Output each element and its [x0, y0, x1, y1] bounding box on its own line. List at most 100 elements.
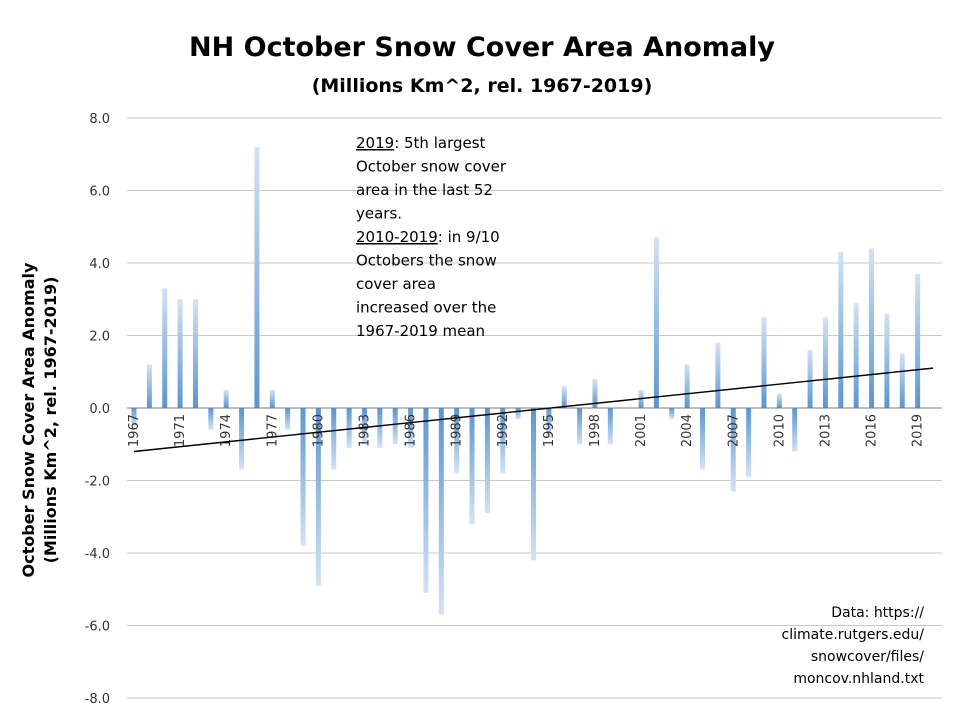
annotation-text: Octobers the snow — [356, 252, 497, 270]
annotation-text: 1967-2019 mean — [356, 322, 485, 340]
bar-1983 — [377, 408, 383, 448]
source-line: moncov.nhland.txt — [793, 671, 924, 687]
bar-1989 — [469, 408, 475, 524]
bar-1994 — [546, 408, 552, 437]
y-tick-label: 8.0 — [89, 112, 110, 127]
x-tick-label: 1995 — [542, 414, 557, 447]
y-tick-label: 2.0 — [89, 330, 110, 345]
bar-2015 — [869, 248, 875, 408]
annotation-note: 2019: 5th largest October snow cover area … — [356, 134, 507, 340]
bar-1995 — [561, 386, 567, 408]
bar-1971 — [192, 299, 198, 408]
annotation-line: years. — [356, 205, 402, 223]
bar-1972 — [208, 408, 214, 430]
annotation-text: 2019 — [356, 134, 394, 152]
bar-2002 — [669, 408, 675, 419]
y-tick-label: -6.0 — [85, 620, 110, 635]
bar-1990 — [484, 408, 490, 514]
x-tick-label: 2007 — [726, 414, 741, 447]
annotation-text: cover area — [356, 275, 436, 293]
annotation-text: increased over the — [356, 299, 496, 317]
x-tick-label: 1974 — [219, 414, 234, 447]
bar-1987 — [438, 408, 444, 615]
source-line: climate.rutgers.edu/ — [782, 627, 925, 643]
bar-1982 — [361, 408, 367, 445]
x-tick-label: 2004 — [680, 414, 695, 447]
annotation-line: October snow cover — [356, 158, 507, 176]
bar-1974 — [239, 408, 245, 470]
bar-2010 — [792, 408, 798, 452]
annotation-text: 2010-2019 — [356, 228, 438, 246]
bar-2004 — [700, 408, 706, 470]
bar-1978 — [300, 408, 306, 546]
y-tick-label: -4.0 — [85, 547, 110, 562]
bar-1986 — [423, 408, 429, 593]
x-tick-label: 1967 — [127, 414, 142, 447]
annotation-line: Octobers the snow — [356, 252, 497, 270]
bar-1981 — [346, 408, 352, 448]
x-tick-label: 1971 — [173, 414, 188, 447]
bar-1975 — [254, 147, 260, 408]
bar-series — [131, 147, 936, 615]
x-tick-label: 1983 — [357, 414, 372, 447]
bar-2006 — [730, 408, 736, 492]
bar-1992 — [515, 408, 521, 419]
bar-2009 — [776, 393, 782, 408]
bar-1977 — [285, 408, 291, 430]
bar-2016 — [884, 313, 890, 408]
bar-1967 — [131, 408, 137, 427]
bar-1969 — [162, 288, 168, 408]
y-tick-label: -8.0 — [85, 692, 110, 707]
bar-2012 — [822, 317, 828, 408]
bar-2005 — [715, 342, 721, 408]
bar-1998 — [607, 408, 613, 445]
x-tick-label: 1980 — [311, 414, 326, 447]
x-tick-label: 1977 — [265, 414, 280, 447]
bar-1979 — [315, 408, 321, 586]
annotation-line: 2019: 5th largest — [356, 134, 486, 152]
bar-1997 — [592, 379, 598, 408]
x-tick-label: 2010 — [772, 414, 787, 447]
x-tick-label: 2016 — [865, 414, 880, 447]
trend-line — [133, 367, 934, 453]
annotation-text: : in 9/10 — [438, 228, 500, 246]
chart-subtitle: (Millions Km^2, rel. 1967-2019) — [312, 75, 653, 97]
annotation-text: : 5th largest — [394, 134, 485, 152]
bar-2018 — [915, 273, 921, 408]
chart-title: NH October Snow Cover Area Anomaly — [189, 32, 775, 63]
y-axis-label-line1: October Snow Cover Area Anomaly — [19, 262, 38, 577]
annotation-line: 1967-2019 mean — [356, 322, 485, 340]
y-tick-label: 6.0 — [89, 185, 110, 200]
bar-1985 — [408, 408, 414, 448]
bar-1968 — [146, 364, 152, 408]
annotation-line: increased over the — [356, 299, 496, 317]
source-line: snowcover/files/ — [811, 649, 924, 665]
x-tick-label: 1992 — [496, 414, 511, 447]
bar-2007 — [746, 408, 752, 477]
x-axis-ticks: 1967 1971 1974 1977 1980 1983 1986 1989 1992 1995… — [127, 414, 926, 447]
bar-1993 — [531, 408, 536, 561]
bar-1996 — [577, 408, 583, 445]
bar-1976 — [269, 389, 275, 408]
x-tick-label: 1989 — [450, 414, 465, 447]
bar-2008 — [761, 317, 767, 408]
x-tick-label: 1998 — [588, 414, 603, 447]
annotation-text: years. — [356, 205, 402, 223]
source-line: Data: https:// — [831, 605, 924, 621]
bar-2017 — [899, 353, 905, 408]
bar-2013 — [838, 252, 844, 408]
y-tick-label: 4.0 — [89, 257, 110, 272]
y-tick-label: 0.0 — [89, 402, 110, 417]
bar-1980 — [331, 408, 337, 470]
bar-2014 — [853, 302, 859, 408]
x-tick-label: 2001 — [634, 414, 649, 447]
data-source-note: Data: https:// climate.rutgers.edu/snowco… — [782, 605, 925, 687]
x-tick-label: 2019 — [911, 414, 926, 447]
annotation-text: October snow cover — [356, 158, 507, 176]
y-axis-label: October Snow Cover Area Anomaly (Million… — [19, 262, 60, 577]
bar-1991 — [500, 408, 506, 474]
x-tick-label: 2013 — [818, 414, 833, 447]
annotation-line: 2010-2019: in 9/10 — [356, 228, 500, 246]
bar-2001 — [653, 237, 659, 408]
